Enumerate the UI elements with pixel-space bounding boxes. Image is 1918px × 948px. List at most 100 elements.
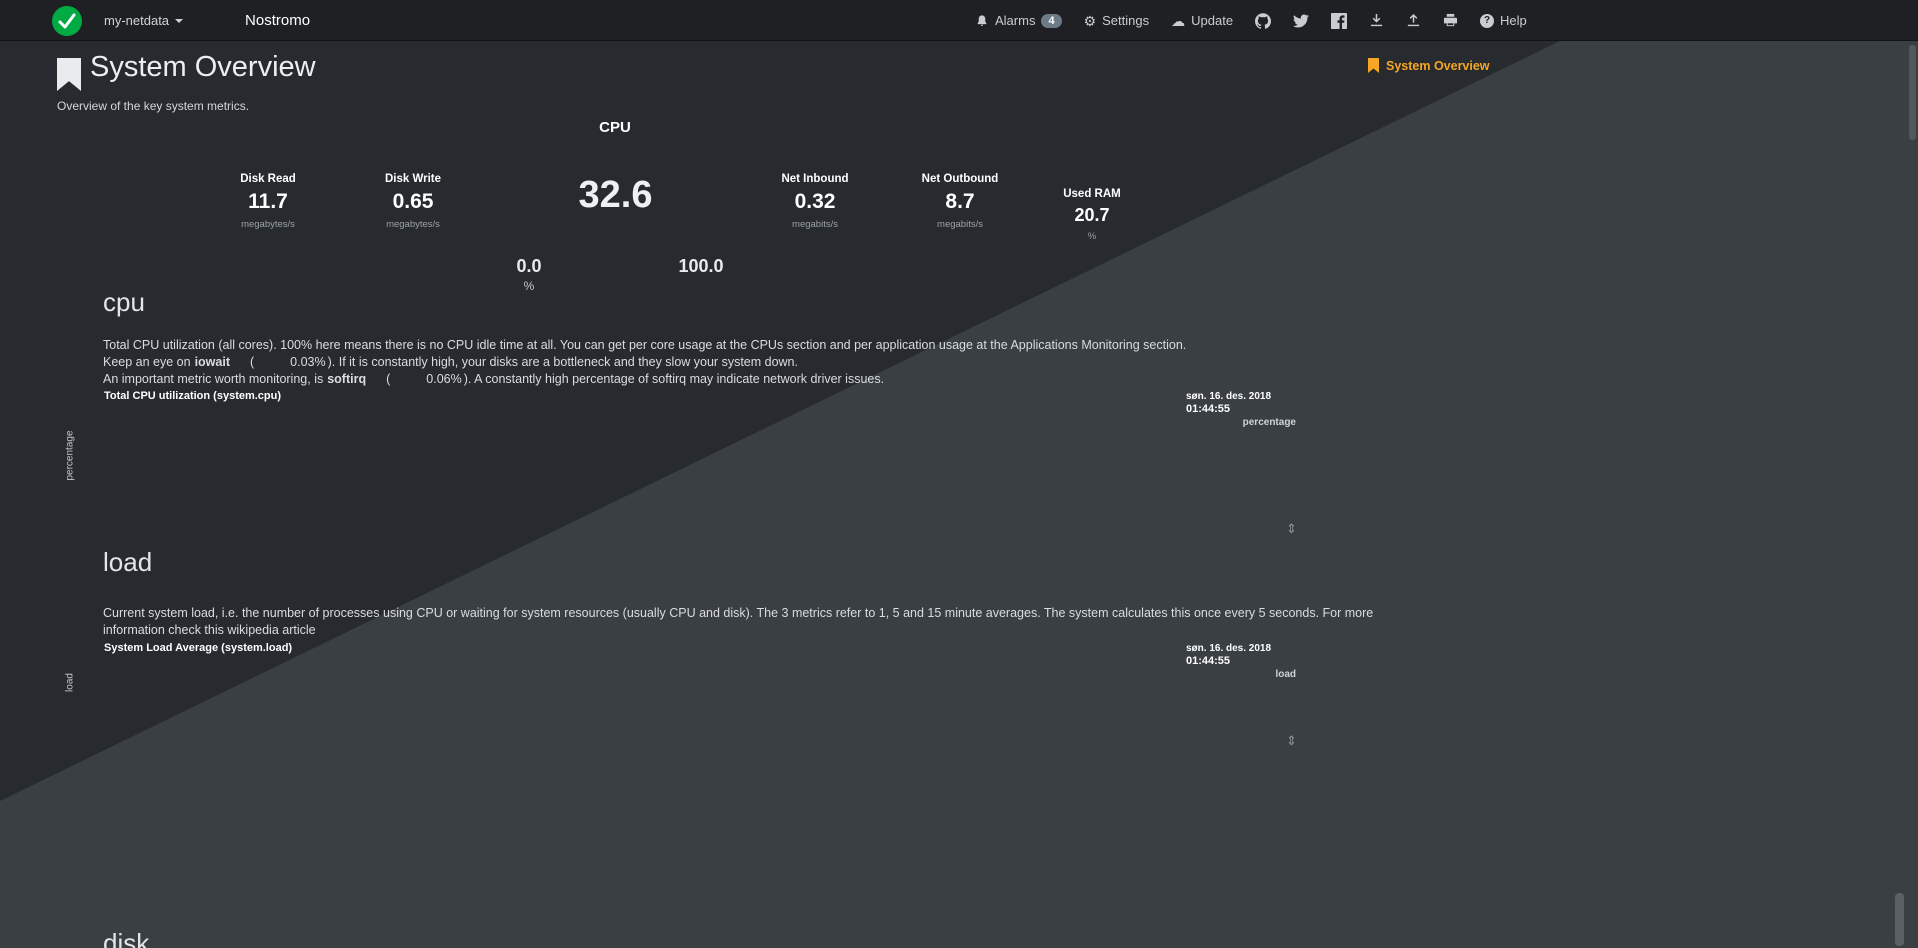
- iowait-line: Keep an eye on iowait ( 0.03% ). If it i…: [103, 355, 798, 369]
- twitter-icon: [1293, 13, 1310, 28]
- gauge-label: Net Outbound: [921, 172, 999, 185]
- gauge-unit: megabits/s: [792, 218, 838, 230]
- gauge-value: 11.7: [248, 189, 288, 213]
- help-button[interactable]: ? Help: [1480, 13, 1527, 28]
- print-icon: [1443, 13, 1458, 27]
- iowait-value: 0.03%: [290, 355, 326, 369]
- softirq-line-post: ). A constantly high percentage of softi…: [463, 372, 885, 386]
- gauge-unit: megabytes/s: [386, 218, 440, 230]
- settings-button[interactable]: ⚙ Settings: [1084, 13, 1150, 28]
- github-button[interactable]: [1255, 12, 1272, 29]
- load-description-line1: Current system load, i.e. the number of …: [103, 606, 1373, 620]
- bookmark-icon: [1368, 58, 1379, 73]
- chart-timestamp: søn. 16. des. 2018 01:44:55: [1186, 390, 1271, 416]
- resize-handle-icon[interactable]: ⇕: [1286, 733, 1297, 748]
- legend-units: percentage: [1242, 417, 1296, 428]
- sidebar: System Overview: [1363, 41, 1583, 948]
- chart-date: søn. 16. des. 2018: [1186, 643, 1272, 654]
- softirq-metric: softirq: [327, 372, 367, 386]
- export-button[interactable]: [1406, 13, 1421, 28]
- upload-icon: [1407, 13, 1420, 27]
- print-button[interactable]: [1443, 13, 1458, 28]
- paren: (: [250, 355, 255, 369]
- chart-title: Total CPU utilization (system.cpu): [104, 390, 282, 402]
- cloud-update-icon: ☁: [1171, 12, 1186, 29]
- gear-icon: ⚙: [1083, 12, 1097, 29]
- cpu-gauge-min: 0.0: [516, 256, 542, 276]
- question-icon: ?: [1480, 13, 1495, 28]
- bookmark-icon: [57, 58, 81, 91]
- cpu-gauge-unit: %: [523, 279, 535, 293]
- twitter-button[interactable]: [1293, 13, 1310, 29]
- chart-timestamp: søn. 16. des. 2018 01:44:55: [1186, 642, 1271, 668]
- load-description-text1: Current system load, i.e. the number of …: [103, 606, 1374, 620]
- gauge-value: 8.7: [945, 189, 975, 213]
- page-title: System Overview: [90, 51, 316, 83]
- chart-title: System Load Average (system.load): [104, 642, 293, 654]
- disk-read-gauge[interactable]: Disk Read 11.7 megabytes/s: [209, 142, 327, 260]
- alarms-button[interactable]: Alarms 4: [975, 13, 1062, 28]
- gauge-label: Disk Read: [240, 172, 296, 185]
- help-label: Help: [1500, 13, 1527, 28]
- cpu-chart: Total CPU utilization (system.cpu) søn. …: [0, 390, 1310, 590]
- disk-write-gauge[interactable]: Disk Write 0.65 megabytes/s: [354, 142, 472, 260]
- chart-time: 01:44:55: [1186, 403, 1231, 415]
- load-description-line2: information check this wikipedia article: [103, 623, 316, 637]
- facebook-button[interactable]: [1331, 12, 1348, 29]
- page-subtitle: Overview of the key system metrics.: [57, 99, 250, 113]
- gauge-label: Disk Write: [384, 172, 442, 185]
- cpu-gauge-value: 32.6: [578, 174, 653, 216]
- gauge-label: Used RAM: [1063, 188, 1121, 200]
- brand-label: my-netdata: [104, 13, 170, 28]
- y-axis-title: percentage: [64, 430, 76, 481]
- softirq-line: An important metric worth monitoring, is…: [103, 372, 884, 386]
- iowait-line-post: ). If it is constantly high, your disks …: [327, 355, 798, 369]
- github-icon: [1255, 12, 1272, 29]
- net-inbound-gauge[interactable]: Net Inbound 0.32 megabits/s: [756, 142, 874, 260]
- used-ram-gauge[interactable]: Used RAM 20.7 %: [1042, 165, 1142, 265]
- disk-section-heading: disk: [103, 928, 150, 948]
- gauge-label: Net Inbound: [781, 172, 849, 185]
- paren: (: [386, 372, 391, 386]
- cpu-gauge-max: 100.0: [678, 256, 724, 276]
- update-button[interactable]: ☁ Update: [1171, 13, 1233, 28]
- import-button[interactable]: [1369, 13, 1384, 28]
- alarms-count-badge: 4: [1041, 13, 1062, 28]
- cpu-description-text: Total CPU utilization (all cores). 100% …: [103, 338, 1187, 352]
- chevron-down-icon: [175, 18, 184, 23]
- netdata-logo[interactable]: [52, 5, 82, 36]
- facebook-icon: [1331, 12, 1348, 29]
- y-axis-title: load: [64, 673, 76, 692]
- iowait-line-pre: Keep an eye on: [103, 355, 191, 369]
- legend-units: load: [1275, 669, 1296, 680]
- iowait-metric: iowait: [194, 355, 230, 369]
- gauge-value: 0.32: [794, 189, 836, 213]
- load-section-heading: load: [103, 547, 153, 577]
- resize-handle-icon[interactable]: ⇕: [1286, 521, 1297, 536]
- chart-date: søn. 16. des. 2018: [1186, 391, 1272, 402]
- load-chart: System Load Average (system.load) søn. 1…: [0, 642, 1310, 792]
- my-netdata-dropdown[interactable]: my-netdata: [104, 13, 184, 28]
- page-scrollbar-thumb[interactable]: [1909, 45, 1916, 140]
- net-outbound-gauge[interactable]: Net Outbound 8.7 megabits/s: [901, 142, 1019, 260]
- host-name: Nostromo: [245, 12, 311, 29]
- sidebar-item-system-overview[interactable]: System Overview: [1368, 58, 1490, 73]
- sidebar-active-label: System Overview: [1386, 58, 1490, 73]
- gauge-value: 20.7: [1074, 205, 1110, 225]
- gauge-unit: megabits/s: [937, 218, 983, 230]
- navbar: my-netdata Nostromo Alarms 4 ⚙ Settings …: [0, 0, 1918, 41]
- gauge-value: 0.65: [392, 189, 434, 213]
- netdata-logo-mark: [58, 13, 76, 28]
- bell-icon: [977, 14, 987, 26]
- cpu-description: Total CPU utilization (all cores). 100% …: [103, 338, 1186, 352]
- main-content: System Overview Overview of the key syst…: [0, 41, 1918, 948]
- sidebar-scrollbar-thumb[interactable]: [1895, 893, 1904, 946]
- settings-label: Settings: [1102, 13, 1150, 28]
- download-icon: [1370, 13, 1383, 27]
- cpu-section-heading: cpu: [103, 287, 145, 317]
- cpu-gauge-title: CPU: [599, 119, 631, 136]
- softirq-line-pre: An important metric worth monitoring, is: [103, 372, 324, 386]
- cpu-gauge[interactable]: 32.6 0.0 100.0 %: [503, 136, 728, 301]
- alarms-label: Alarms: [995, 13, 1036, 28]
